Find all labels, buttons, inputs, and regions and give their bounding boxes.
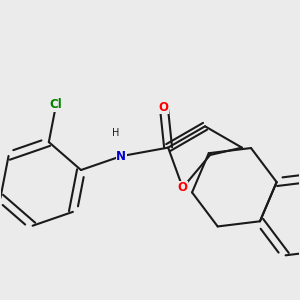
Text: N: N (116, 150, 126, 163)
Text: O: O (159, 100, 169, 114)
Text: H: H (112, 128, 119, 139)
Text: O: O (178, 181, 188, 194)
Text: Cl: Cl (50, 98, 62, 111)
Text: N: N (116, 150, 126, 163)
